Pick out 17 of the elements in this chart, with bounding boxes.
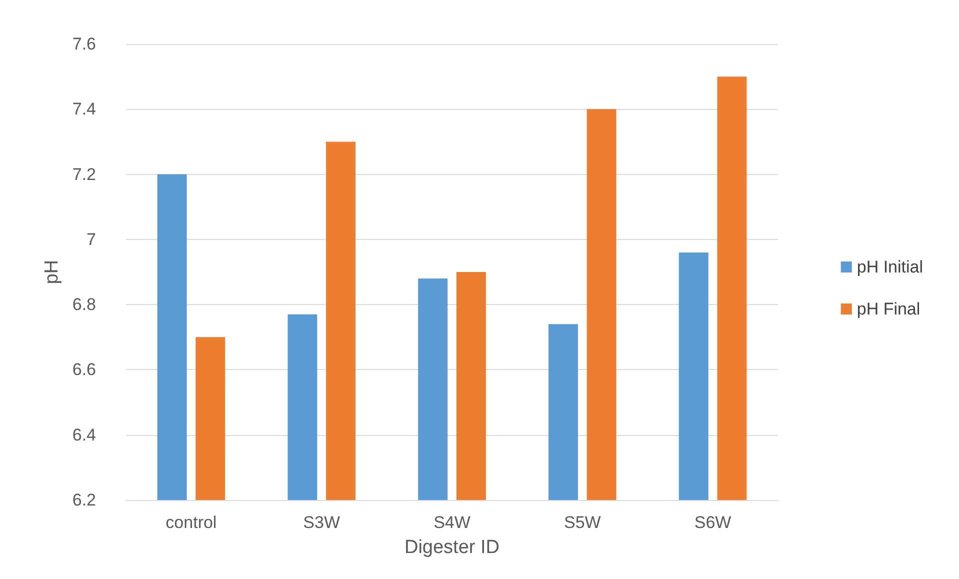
y-tick-label: 6.2 [72,490,96,510]
y-tick-label: 6.8 [72,295,96,314]
legend-label: pH Initial [856,258,923,276]
x-tick-label: control [166,513,217,532]
x-tick-label: S5W [564,513,601,532]
y-tick-label: 6.4 [72,425,96,444]
y-tick-label: 6.6 [72,360,96,380]
y-tick-label: 7.2 [72,164,96,184]
x-tick-label: S6W [694,513,732,532]
y-tick-label: 7.6 [72,34,96,54]
y-tick-label: 7.4 [72,100,96,119]
x-tick-label: S4W [434,513,470,532]
x-axis-title: Digester ID [404,537,500,558]
x-tick-label: S3W [303,513,340,532]
y-axis-title: pH [41,260,62,284]
legend-label: pH Final [856,300,920,318]
y-tick-label: 7 [86,230,96,249]
